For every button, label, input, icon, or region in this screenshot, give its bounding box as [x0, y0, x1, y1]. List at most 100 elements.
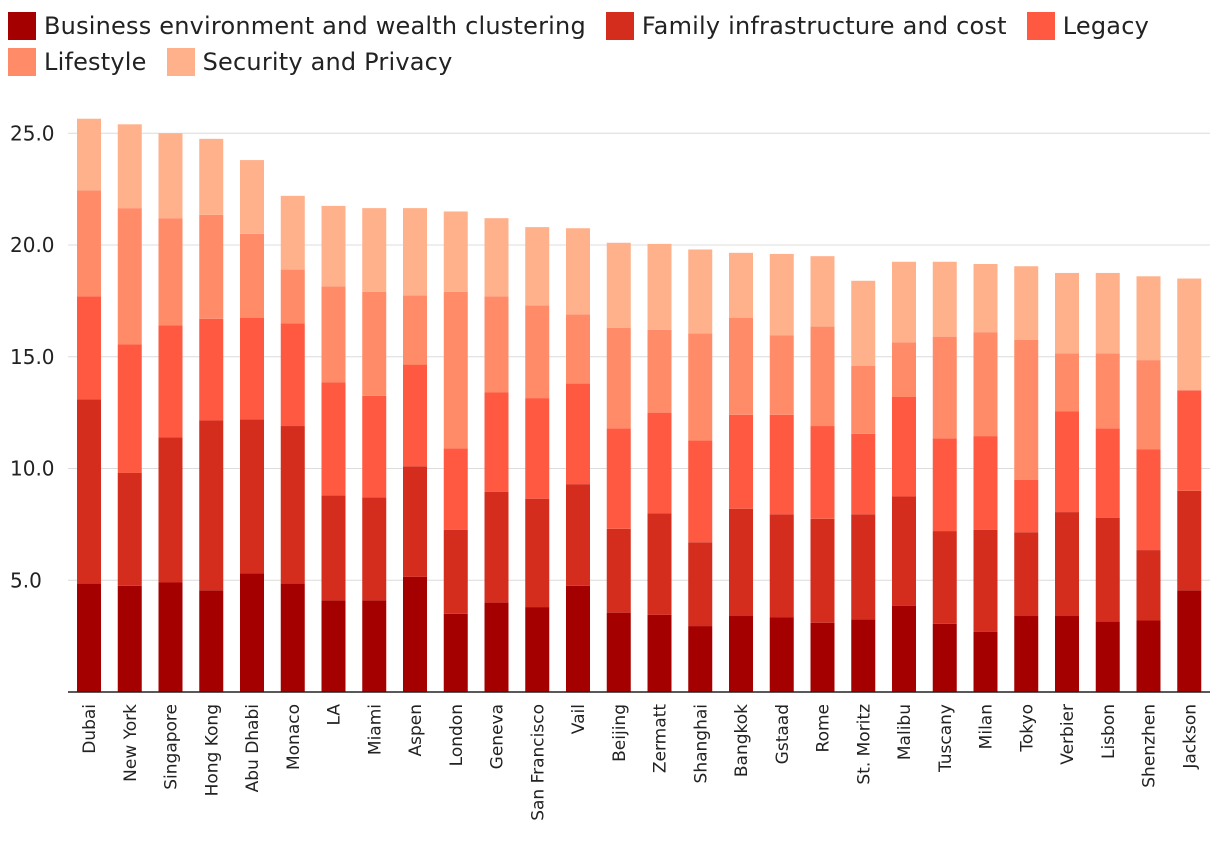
- bar-segment-0-18[interactable]: [810, 622, 835, 692]
- bar-segment-3-3[interactable]: [199, 214, 224, 319]
- bar-segment-1-9[interactable]: [443, 529, 468, 614]
- bar-segment-0-22[interactable]: [973, 631, 998, 692]
- bar-segment-4-4[interactable]: [240, 160, 264, 234]
- bar-segment-2-1[interactable]: [117, 344, 142, 473]
- bar-stack-rome[interactable]: [810, 256, 835, 692]
- bar-segment-1-13[interactable]: [606, 528, 631, 613]
- bar-segment-4-17[interactable]: [769, 253, 794, 336]
- bar-stack-jackson[interactable]: [1177, 278, 1202, 692]
- bar-stack-beijing[interactable]: [606, 242, 631, 692]
- bar-segment-1-21[interactable]: [932, 531, 957, 624]
- bar-segment-1-17[interactable]: [769, 514, 794, 618]
- bar-segment-3-18[interactable]: [810, 326, 835, 427]
- legend-item-legacy[interactable]: Legacy: [1026, 12, 1149, 40]
- bar-segment-0-24[interactable]: [1055, 616, 1079, 692]
- bar-segment-1-26[interactable]: [1136, 550, 1161, 621]
- bar-segment-2-16[interactable]: [729, 414, 753, 509]
- bar-stack-shanghai[interactable]: [688, 249, 713, 692]
- bar-stack-aspen[interactable]: [403, 208, 427, 692]
- bar-segment-4-16[interactable]: [729, 252, 753, 318]
- bar-stack-st-moritz[interactable]: [851, 280, 876, 692]
- bar-segment-1-25[interactable]: [1095, 517, 1120, 622]
- bar-segment-3-12[interactable]: [566, 314, 590, 384]
- bar-segment-4-22[interactable]: [973, 263, 998, 333]
- bar-segment-0-26[interactable]: [1136, 620, 1161, 692]
- bar-segment-2-12[interactable]: [566, 383, 590, 485]
- bar-segment-0-17[interactable]: [769, 617, 794, 692]
- bar-stack-la[interactable]: [321, 205, 346, 692]
- bar-stack-lisbon[interactable]: [1095, 272, 1120, 692]
- bar-segment-3-16[interactable]: [729, 317, 753, 415]
- bar-segment-0-4[interactable]: [240, 573, 264, 692]
- bar-segment-1-1[interactable]: [117, 472, 142, 586]
- bar-segment-3-0[interactable]: [77, 190, 101, 297]
- bar-segment-0-23[interactable]: [1014, 616, 1039, 692]
- bar-segment-1-16[interactable]: [729, 508, 753, 617]
- bar-segment-4-6[interactable]: [321, 205, 346, 287]
- bar-segment-3-17[interactable]: [769, 335, 794, 415]
- bar-segment-4-23[interactable]: [1014, 266, 1039, 340]
- bar-segment-3-26[interactable]: [1136, 360, 1161, 450]
- bar-segment-0-6[interactable]: [321, 600, 346, 692]
- bar-segment-1-8[interactable]: [403, 466, 427, 577]
- bar-segment-2-14[interactable]: [647, 412, 672, 514]
- bar-segment-0-12[interactable]: [566, 585, 590, 692]
- bar-segment-0-10[interactable]: [484, 602, 509, 692]
- bar-segment-0-25[interactable]: [1095, 621, 1120, 692]
- bar-segment-4-7[interactable]: [362, 208, 387, 292]
- bar-segment-2-17[interactable]: [769, 414, 794, 515]
- bar-stack-gstaad[interactable]: [769, 253, 794, 692]
- bar-segment-3-22[interactable]: [973, 332, 998, 437]
- bar-segment-4-27[interactable]: [1177, 278, 1202, 391]
- bar-segment-1-6[interactable]: [321, 495, 346, 601]
- bar-segment-2-3[interactable]: [199, 318, 224, 421]
- bar-segment-3-10[interactable]: [484, 296, 509, 393]
- bar-segment-2-2[interactable]: [158, 325, 183, 438]
- bar-segment-4-11[interactable]: [525, 227, 550, 306]
- bar-segment-1-5[interactable]: [280, 426, 305, 584]
- bar-segment-2-15[interactable]: [688, 440, 713, 543]
- bar-segment-3-20[interactable]: [892, 342, 916, 397]
- bar-segment-4-20[interactable]: [892, 261, 916, 343]
- bar-segment-4-1[interactable]: [117, 124, 142, 209]
- bar-segment-1-7[interactable]: [362, 497, 387, 601]
- bar-segment-2-9[interactable]: [443, 448, 468, 530]
- bar-segment-1-0[interactable]: [77, 399, 101, 584]
- bar-segment-2-0[interactable]: [77, 296, 101, 400]
- bar-stack-singapore[interactable]: [158, 133, 183, 692]
- bar-segment-1-3[interactable]: [199, 420, 224, 591]
- bar-segment-0-19[interactable]: [851, 619, 876, 692]
- bar-segment-1-20[interactable]: [892, 496, 916, 606]
- bar-segment-2-10[interactable]: [484, 392, 509, 492]
- bar-segment-3-23[interactable]: [1014, 339, 1039, 480]
- bar-segment-2-20[interactable]: [892, 396, 916, 497]
- bar-segment-1-10[interactable]: [484, 491, 509, 603]
- legend-item-family[interactable]: Family infrastructure and cost: [605, 12, 1007, 40]
- bar-stack-abu-dhabi[interactable]: [240, 160, 264, 692]
- bar-segment-3-7[interactable]: [362, 291, 387, 396]
- bar-segment-4-10[interactable]: [484, 218, 509, 297]
- bar-segment-2-8[interactable]: [403, 364, 427, 467]
- bar-stack-monaco[interactable]: [280, 195, 305, 692]
- bar-segment-0-1[interactable]: [117, 585, 142, 692]
- bar-segment-4-8[interactable]: [403, 208, 427, 296]
- bar-segment-3-5[interactable]: [280, 269, 305, 324]
- bar-segment-2-4[interactable]: [240, 317, 264, 420]
- bar-segment-3-24[interactable]: [1055, 353, 1079, 412]
- bar-segment-0-2[interactable]: [158, 582, 183, 692]
- bar-segment-0-9[interactable]: [443, 613, 468, 692]
- bar-stack-tuscany[interactable]: [932, 261, 957, 692]
- bar-segment-4-24[interactable]: [1055, 272, 1079, 354]
- bar-segment-3-11[interactable]: [525, 305, 550, 399]
- bar-segment-1-24[interactable]: [1055, 512, 1079, 617]
- bar-segment-0-16[interactable]: [729, 616, 753, 692]
- bar-segment-0-0[interactable]: [77, 583, 101, 692]
- bar-stack-tokyo[interactable]: [1014, 266, 1039, 692]
- bar-stack-hong-kong[interactable]: [199, 138, 224, 692]
- bar-stack-shenzhen[interactable]: [1136, 276, 1161, 692]
- bar-segment-0-15[interactable]: [688, 626, 713, 692]
- bar-segment-2-25[interactable]: [1095, 428, 1120, 518]
- bar-segment-1-23[interactable]: [1014, 532, 1039, 617]
- bar-segment-0-14[interactable]: [647, 614, 672, 692]
- bar-segment-0-7[interactable]: [362, 600, 387, 692]
